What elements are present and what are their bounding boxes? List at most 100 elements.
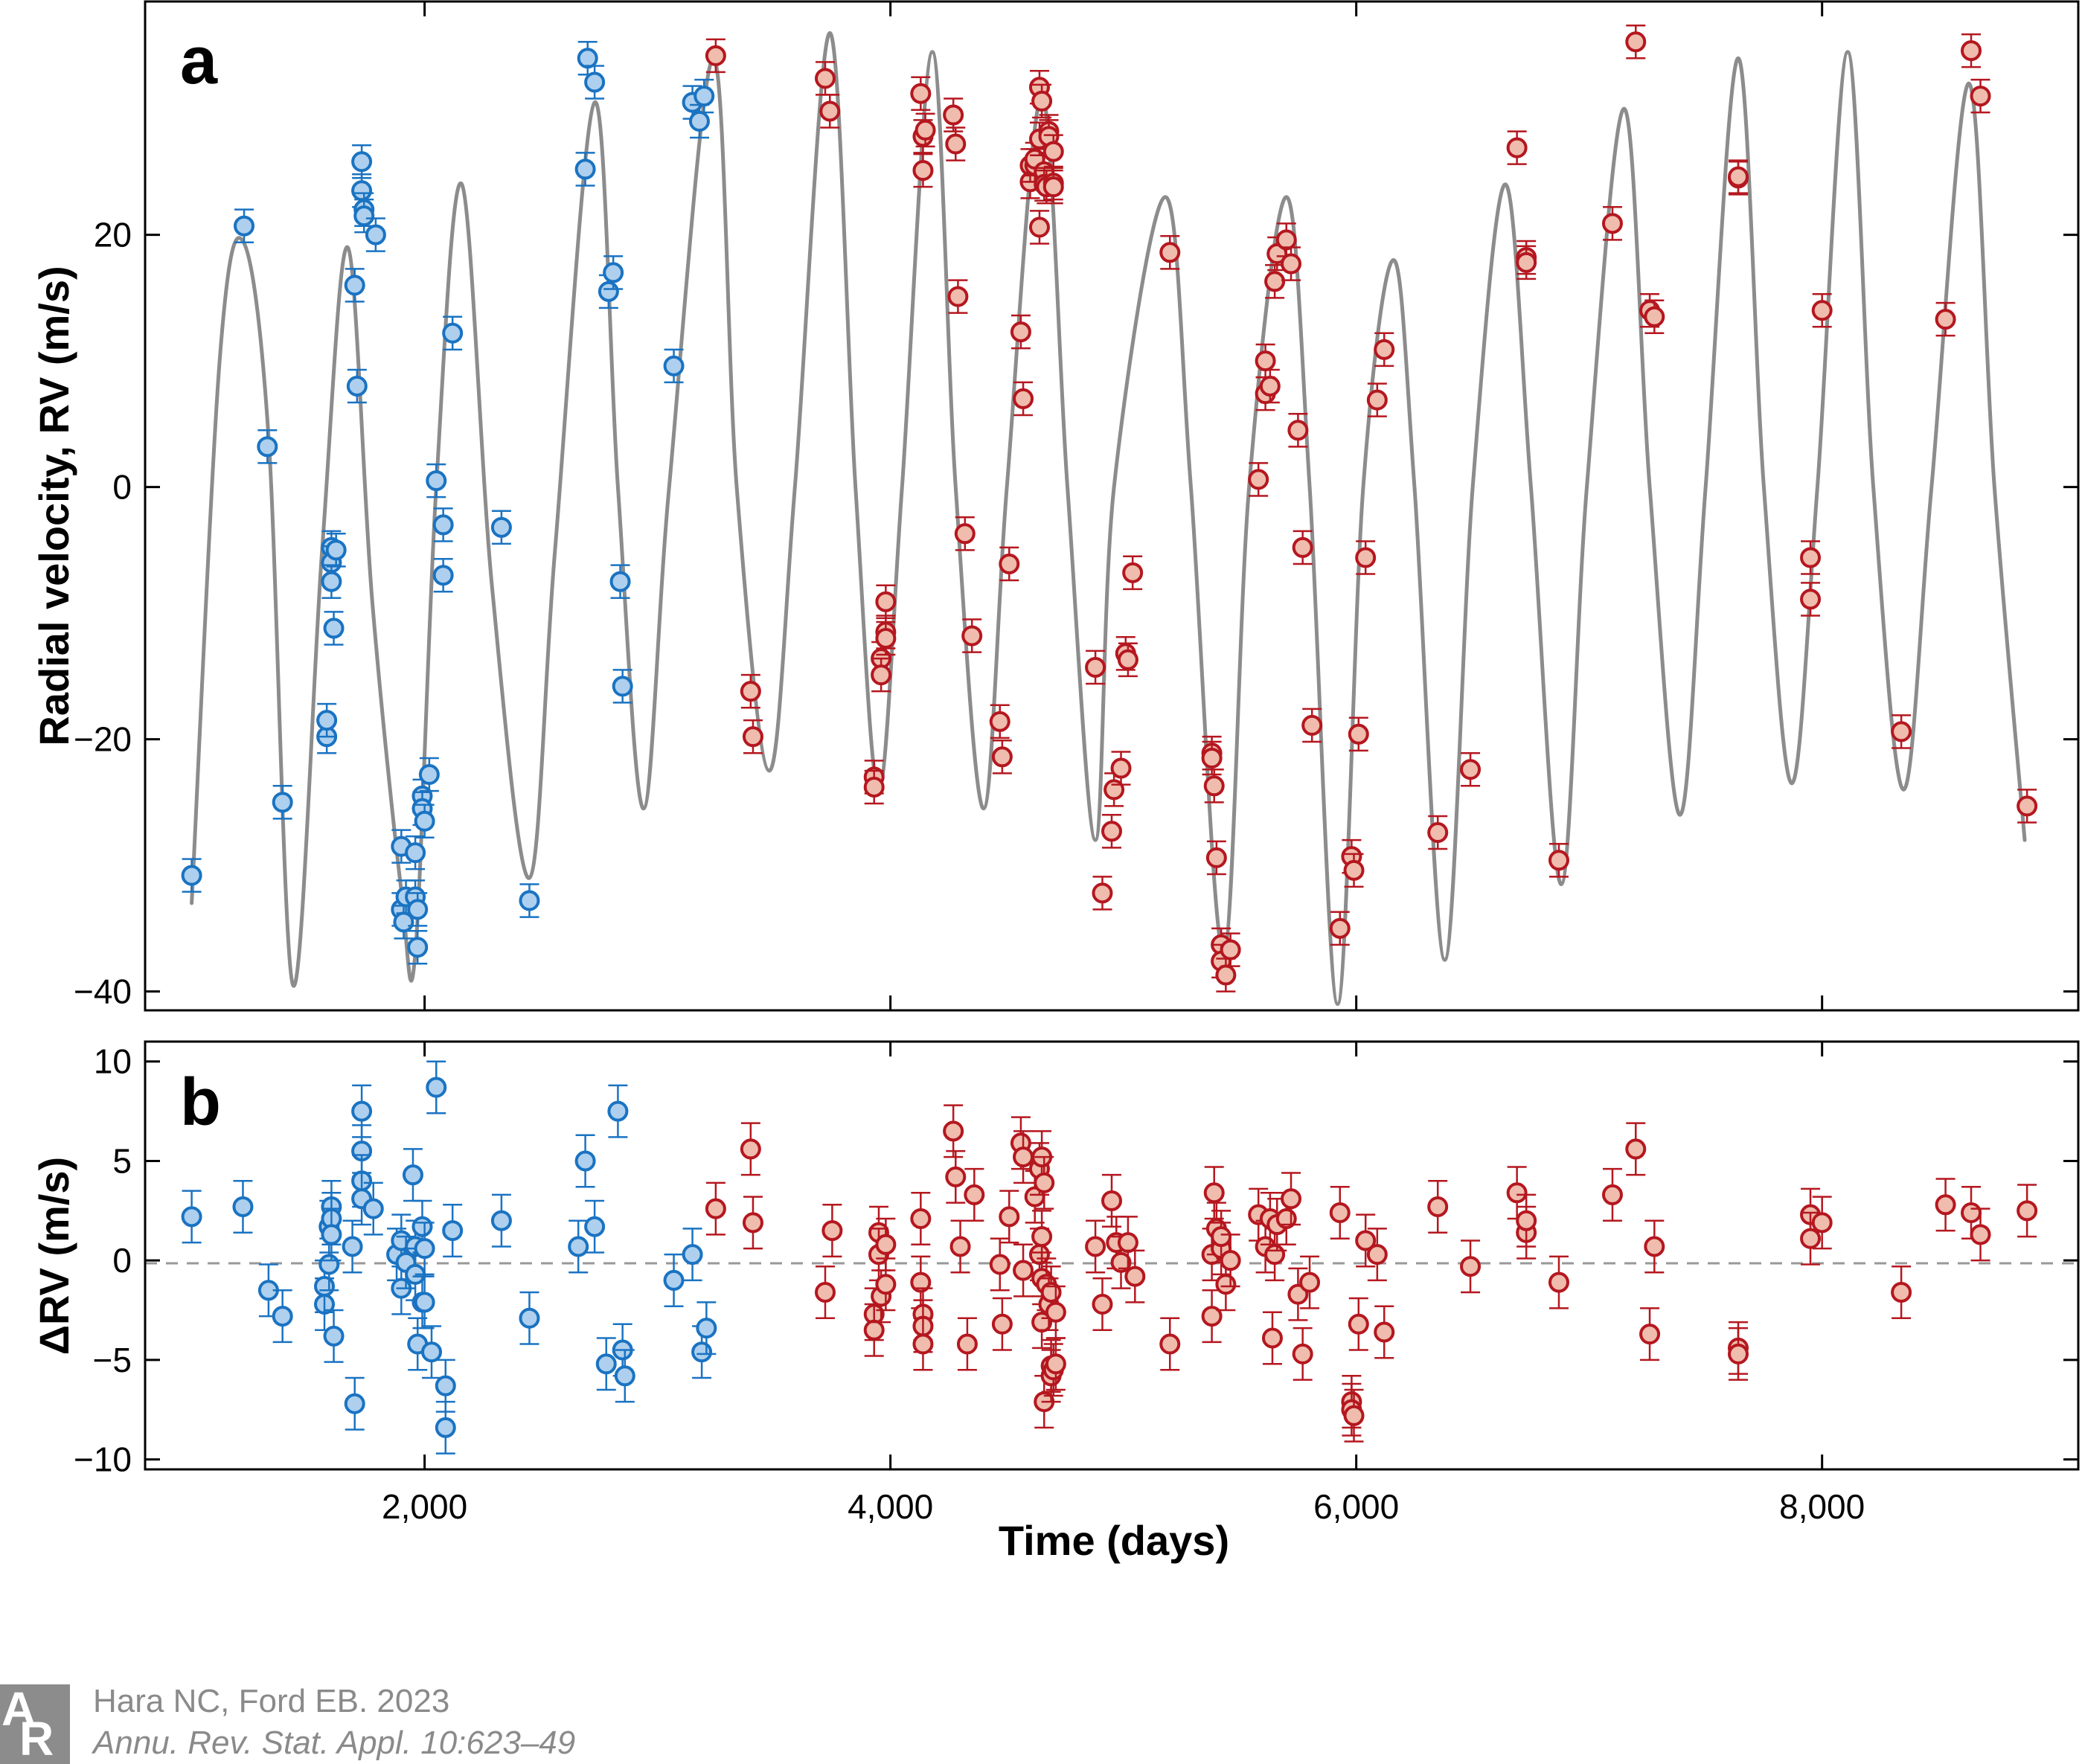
panel-a-data-point — [819, 100, 841, 122]
panel-b-data-point — [1811, 1212, 1833, 1234]
panel-a-data-point — [1935, 309, 1956, 330]
panel-b-data-point — [1348, 1313, 1369, 1335]
panel-a-data-point — [1220, 939, 1241, 960]
panel-b-data-point — [1045, 1301, 1066, 1323]
panel-b-data-point — [1427, 1196, 1449, 1217]
panel-a-data-point — [1728, 166, 1749, 187]
panel-a-data-point — [1601, 213, 1623, 234]
panel-b-data-point — [1034, 1172, 1055, 1193]
panel-b-data-point — [1970, 1224, 1991, 1245]
panel-a-data-point — [1215, 964, 1237, 986]
panel-b-series-0 — [181, 1060, 717, 1455]
panel-b-data-point — [1101, 1190, 1122, 1211]
panel-b-data-point — [435, 1375, 456, 1396]
panel-b-data-point — [181, 1206, 202, 1228]
panel-a-data-point — [1275, 229, 1297, 251]
panel-a-data-point — [272, 792, 293, 813]
panel-a-data-point — [351, 180, 373, 202]
panel-b-data-point — [682, 1244, 703, 1266]
panel-b-data-point — [1374, 1321, 1395, 1343]
panel-b-data-point — [1299, 1271, 1321, 1293]
panel-b-data-point — [1506, 1182, 1528, 1204]
panel-a-ticks: −40 −20 0 20 — [74, 1, 2078, 1011]
panel-b-data-point — [1292, 1343, 1313, 1364]
panel-b-data-point — [821, 1220, 843, 1242]
panel-a-data-point — [584, 71, 606, 93]
panel-b-data-point — [584, 1216, 606, 1237]
panel-a-data-point — [991, 746, 1013, 768]
panel-b-data-point — [1355, 1230, 1377, 1251]
panel-a-data-point — [346, 375, 368, 397]
panel-b-ytick-label: 10 — [94, 1042, 132, 1081]
panel-b-data-point — [426, 1077, 447, 1098]
panel-b-data-point — [1013, 1260, 1034, 1281]
panel-b-data-point — [740, 1138, 761, 1160]
panel-a-data-point — [407, 937, 429, 958]
panel-b-data-point — [964, 1184, 985, 1205]
panel-a-data-point — [742, 726, 763, 748]
panel-b-data-point — [1639, 1324, 1661, 1345]
panel-b-data-point — [1366, 1244, 1388, 1266]
panel-a-series-0 — [181, 40, 715, 965]
panel-b-data-point — [435, 1417, 456, 1438]
panel-b-data-point — [949, 1236, 971, 1257]
panel-b-data-point — [1625, 1138, 1647, 1160]
panel-a-data-point — [912, 160, 934, 182]
panel-a-data-point — [1460, 759, 1482, 780]
panel-b-data-point — [696, 1318, 717, 1339]
panel-a-data-point — [1891, 721, 1912, 743]
panel-a-data-point — [1042, 176, 1064, 198]
panel-b-data-point — [1031, 1226, 1053, 1248]
panel-b-data-point — [945, 1166, 967, 1187]
panel-a: −40 −20 0 20 a Radial velocity, RV (m/s) — [31, 0, 2080, 1012]
panel-b-data-point — [568, 1236, 589, 1257]
panel-a-data-point — [1800, 547, 1822, 568]
panel-a-data-point — [1287, 420, 1309, 441]
panel-a-data-point — [407, 899, 429, 920]
panel-a-data-point — [1811, 300, 1833, 321]
panel-a-data-point — [1301, 714, 1323, 736]
panel-a-data-point — [321, 571, 342, 592]
panel-a-data-point — [405, 842, 426, 864]
panel-b-data-point — [411, 1216, 433, 1237]
panel-a-letter: a — [180, 24, 218, 98]
panel-a-data-point — [1028, 217, 1050, 238]
panel-a-data-point — [1110, 757, 1132, 779]
panel-b-xtick-label: 8,000 — [1779, 1487, 1865, 1526]
panel-a-data-point — [432, 514, 454, 536]
panel-a-data-point — [1117, 649, 1138, 670]
panel-b-data-point — [442, 1220, 464, 1242]
panel-b-data-point — [912, 1333, 934, 1355]
panel-b-data-point — [314, 1275, 336, 1297]
panel-a-data-point — [1201, 748, 1223, 769]
panel-b-data-point — [1935, 1194, 1956, 1216]
panel-b-data-point — [1516, 1210, 1537, 1231]
panel-a-data-point — [1355, 547, 1377, 568]
panel-a-data-point — [490, 516, 512, 538]
panel-a-ytick-label: −20 — [74, 720, 132, 759]
panel-a-model-curve — [190, 31, 2027, 1007]
x-axis-title: Time (days) — [999, 1517, 1229, 1564]
panel-a-data-point — [871, 664, 892, 686]
panel-b-data-point — [574, 1150, 596, 1172]
panel-a-data-point — [1506, 137, 1528, 158]
panel-a-data-point — [353, 205, 375, 227]
panel-a-data-point — [663, 355, 685, 376]
panel-b-data-point — [910, 1271, 932, 1293]
panel-a-data-point — [1625, 31, 1647, 53]
panel-a-data-point — [1159, 242, 1181, 263]
panel-a-data-point — [574, 158, 596, 180]
panel-b-data-point — [1201, 1306, 1223, 1327]
panel-a-data-point — [1427, 822, 1449, 844]
panel-a-data-point — [688, 111, 710, 132]
panel-b-data-point — [1264, 1244, 1286, 1266]
panel-a-data-point — [1013, 388, 1034, 409]
panel-b-data-point — [1460, 1256, 1482, 1277]
panel-b-data-point — [910, 1208, 932, 1230]
panel-a-data-point — [915, 119, 936, 141]
panel-b-data-point — [1261, 1327, 1283, 1349]
credit-journal: Annu. Rev. Stat. Appl. 10:623–49 — [93, 1725, 576, 1761]
logo-letter-r: R — [19, 1712, 54, 1764]
credit-authors: Hara NC, Ford EB. 2023 — [93, 1683, 450, 1719]
panel-b-data-point — [414, 1292, 435, 1313]
